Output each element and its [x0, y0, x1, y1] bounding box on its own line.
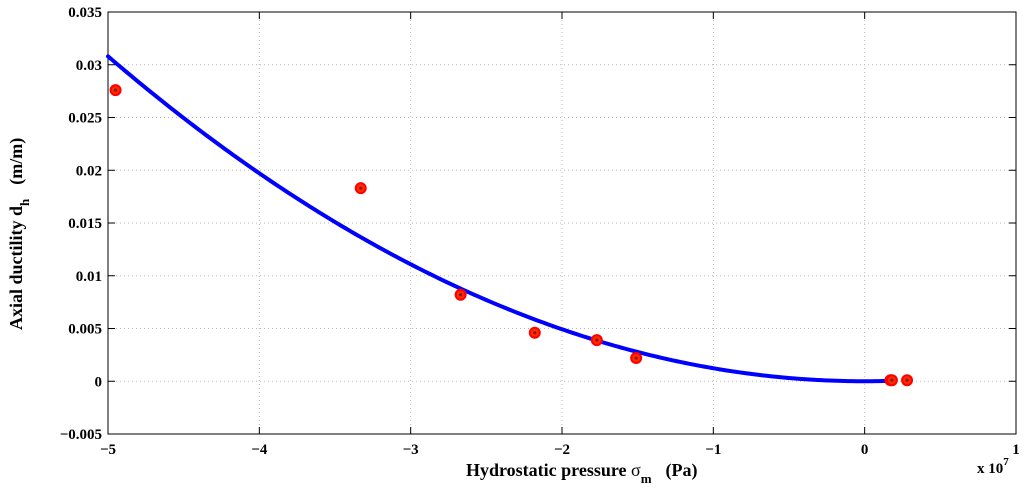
x-exponent-power: 7 — [1003, 456, 1009, 468]
data-point-center — [533, 331, 537, 335]
data-point — [528, 326, 541, 339]
x-tick-label: −1 — [705, 442, 721, 458]
y-axis-title-subscript: h — [17, 198, 32, 206]
y-tick-label: 0.005 — [68, 322, 102, 338]
data-point-center — [890, 378, 894, 382]
y-tick-label: 0.035 — [68, 5, 102, 21]
data-point — [109, 84, 122, 97]
plot-area — [106, 54, 914, 387]
x-axis-title-units: (Pa) — [666, 460, 698, 481]
data-point — [901, 374, 914, 387]
y-axis-title-units: (m/m) — [6, 138, 27, 185]
data-point — [354, 182, 367, 195]
data-point-center — [459, 293, 463, 297]
data-point-center — [359, 186, 363, 190]
fit-curve-line — [106, 54, 890, 384]
y-axis-title-group: Axial ductility dh (m/m) — [6, 138, 32, 330]
x-tick-label: −3 — [403, 442, 419, 458]
x-tick-label: −5 — [100, 442, 116, 458]
data-point — [454, 288, 467, 301]
x-exponent-label: x 107 — [977, 456, 1009, 477]
data-point-center — [905, 378, 909, 382]
y-axis-title-prefix: Axial ductility d — [6, 206, 26, 330]
y-tick-label: 0.02 — [76, 163, 102, 179]
x-axis-title-subscript: m — [641, 471, 652, 486]
data-point-center — [595, 338, 599, 342]
data-point-center — [634, 356, 638, 360]
y-tick-label: 0.03 — [76, 58, 102, 74]
x-tick-label: 0 — [861, 442, 869, 458]
data-point — [885, 374, 898, 387]
data-point — [630, 352, 643, 365]
x-axis-title-prefix: Hydrostatic pressure — [466, 460, 631, 480]
y-tick-label: 0.01 — [76, 269, 102, 285]
y-tick-label: 0.025 — [68, 111, 102, 127]
y-tick-label: 0 — [95, 374, 103, 390]
axes: −5 −4 −3 −2 −1 0 1 −0.005 0 0.005 0.01 0.015 0.02 0.0… — [60, 5, 1020, 458]
data-point-center — [113, 88, 118, 92]
y-axis-title: Axial ductility dh (m/m) — [6, 138, 32, 330]
y-tick-label: 0.015 — [68, 216, 102, 232]
x-tick-label: −4 — [251, 442, 268, 458]
data-point — [590, 334, 603, 347]
y-tick-label: −0.005 — [60, 427, 102, 443]
x-axis-title-symbol: σ — [631, 460, 641, 480]
x-tick-label: −2 — [554, 442, 570, 458]
x-exponent-base: x 10 — [977, 461, 1003, 477]
x-tick-label: 1 — [1012, 442, 1020, 458]
x-axis-title: Hydrostatic pressure σm (Pa) — [466, 460, 698, 486]
